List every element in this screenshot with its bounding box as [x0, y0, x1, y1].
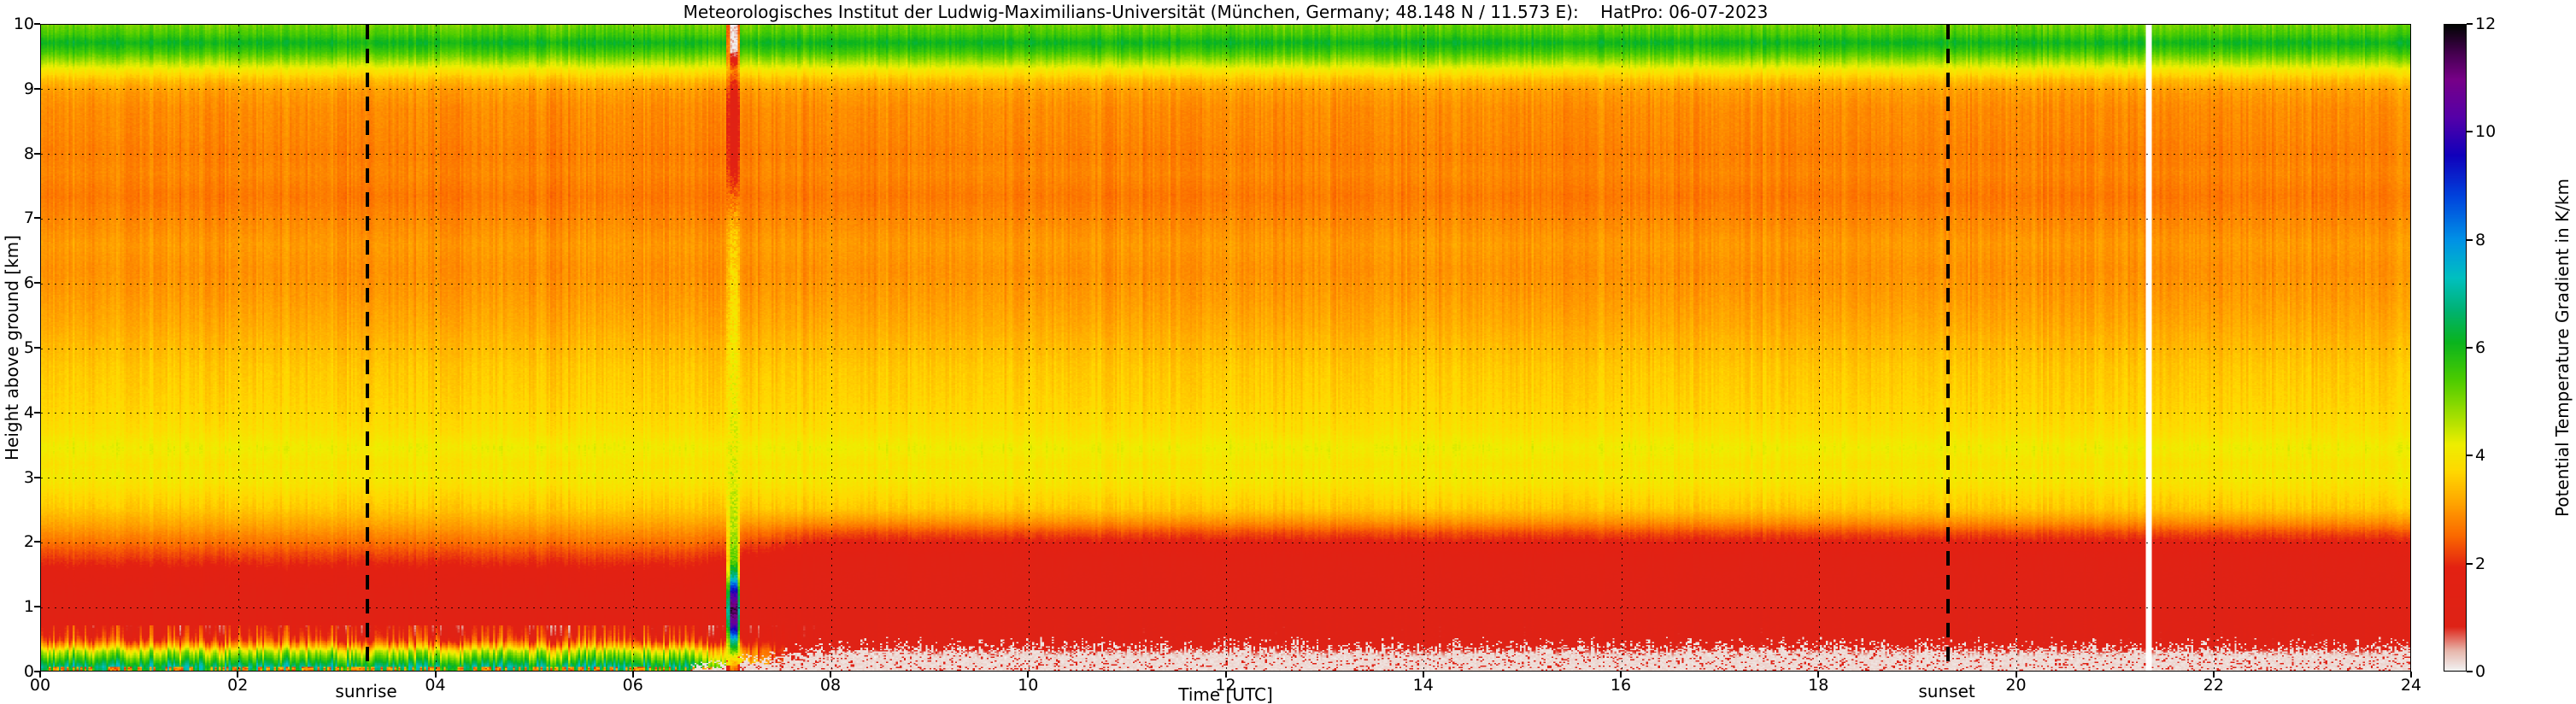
grid-line-vertical	[633, 25, 635, 671]
colorbar-label: Potential Temperature Gradient in K/km	[2552, 179, 2573, 517]
y-tick-mark	[34, 411, 40, 414]
grid-line-horizontal	[41, 89, 2410, 91]
grid-line-vertical	[2016, 25, 2017, 671]
y-tick-label: 9	[23, 79, 34, 98]
grid-line-vertical	[1423, 25, 1425, 671]
x-tick-label: 00	[29, 676, 51, 695]
x-tick-mark	[237, 672, 239, 678]
y-tick-label: 7	[23, 208, 34, 228]
x-tick-mark	[1620, 672, 1622, 678]
heatmap-plot	[40, 24, 2411, 672]
y-tick-mark	[34, 152, 40, 155]
y-tick-mark	[34, 541, 40, 543]
colorbar	[2444, 24, 2467, 672]
y-tick-mark	[34, 671, 40, 672]
x-tick-mark	[830, 672, 831, 678]
colorbar-tick-label: 10	[2475, 122, 2497, 142]
y-tick-mark	[34, 217, 40, 220]
y-tick-label: 4	[23, 402, 34, 422]
y-tick-mark	[34, 606, 40, 608]
x-tick-mark	[434, 672, 437, 678]
x-tick-mark	[631, 672, 634, 678]
sunrise-label: sunrise	[335, 681, 397, 701]
colorbar-tick-label: 2	[2475, 554, 2486, 573]
colorbar-tick-mark	[2467, 131, 2473, 133]
y-tick-mark	[34, 347, 40, 349]
y-tick-label: 3	[23, 467, 34, 487]
x-tick-mark	[39, 672, 41, 678]
grid-line-vertical	[830, 25, 832, 671]
y-tick-label: 10	[13, 15, 34, 33]
sunset-label: sunset	[1918, 681, 1975, 701]
grid-line-vertical	[436, 25, 437, 671]
x-tick-label: 20	[2005, 676, 2027, 695]
grid-line-vertical	[1226, 25, 1227, 671]
x-tick-mark	[1224, 672, 1227, 678]
sunrise-line	[365, 25, 369, 671]
y-tick-mark	[34, 87, 40, 90]
x-tick-label: 12	[1215, 676, 1236, 695]
sunset-line	[1945, 25, 1950, 671]
x-tick-label: 04	[425, 676, 446, 695]
y-tick-mark	[34, 476, 40, 478]
colorbar-tick-label: 4	[2475, 446, 2486, 466]
x-tick-mark	[1027, 672, 1030, 678]
colorbar-tick-mark	[2467, 347, 2473, 349]
grid-line-horizontal	[41, 607, 2410, 608]
colorbar-tick-mark	[2467, 23, 2473, 25]
y-tick-label: 5	[23, 338, 34, 357]
y-tick-label: 1	[23, 597, 34, 617]
colorbar-canvas	[2444, 25, 2466, 671]
x-tick-label: 22	[2203, 676, 2224, 695]
colorbar-tick-mark	[2467, 562, 2473, 565]
x-tick-mark	[2410, 672, 2412, 678]
x-tick-label: 10	[1018, 676, 1039, 695]
x-tick-mark	[2212, 672, 2215, 678]
colorbar-tick-label: 0	[2475, 662, 2486, 681]
x-tick-label: 08	[819, 676, 842, 695]
x-tick-label: 14	[1412, 676, 1434, 695]
x-tick-label: 16	[1610, 676, 1632, 695]
y-tick-mark	[34, 23, 40, 25]
x-axis-label: Time [UTC]	[1178, 684, 1273, 704]
colorbar-tick-mark	[2467, 455, 2473, 457]
colorbar-tick-mark	[2467, 671, 2473, 672]
colorbar-tick-label: 8	[2475, 230, 2486, 249]
x-tick-label: 06	[622, 676, 643, 695]
x-tick-mark	[2015, 672, 2017, 678]
colorbar-tick-mark	[2467, 238, 2473, 241]
grid-line-vertical	[238, 25, 239, 671]
x-tick-mark	[1817, 672, 1820, 678]
grid-line-horizontal	[41, 218, 2410, 220]
colorbar-tick-label: 12	[2475, 15, 2497, 33]
x-tick-label: 24	[2400, 676, 2422, 695]
chart-title: Meteorologisches Institut der Ludwig-Max…	[683, 2, 1769, 22]
x-tick-label: 02	[227, 676, 249, 695]
grid-line-vertical	[1818, 25, 1820, 671]
y-tick-mark	[34, 282, 40, 285]
colorbar-tick-label: 6	[2475, 338, 2486, 357]
y-tick-label: 6	[23, 273, 34, 293]
grid-line-vertical	[2214, 25, 2215, 671]
y-tick-label: 2	[23, 532, 34, 552]
x-tick-label: 18	[1808, 676, 1829, 695]
y-tick-label: 0	[23, 662, 34, 681]
grid-line-horizontal	[41, 413, 2410, 414]
y-tick-label: 8	[23, 144, 34, 163]
x-tick-mark	[1422, 672, 1424, 678]
grid-line-horizontal	[41, 154, 2410, 155]
grid-line-horizontal	[41, 283, 2410, 285]
grid-line-vertical	[1028, 25, 1030, 671]
